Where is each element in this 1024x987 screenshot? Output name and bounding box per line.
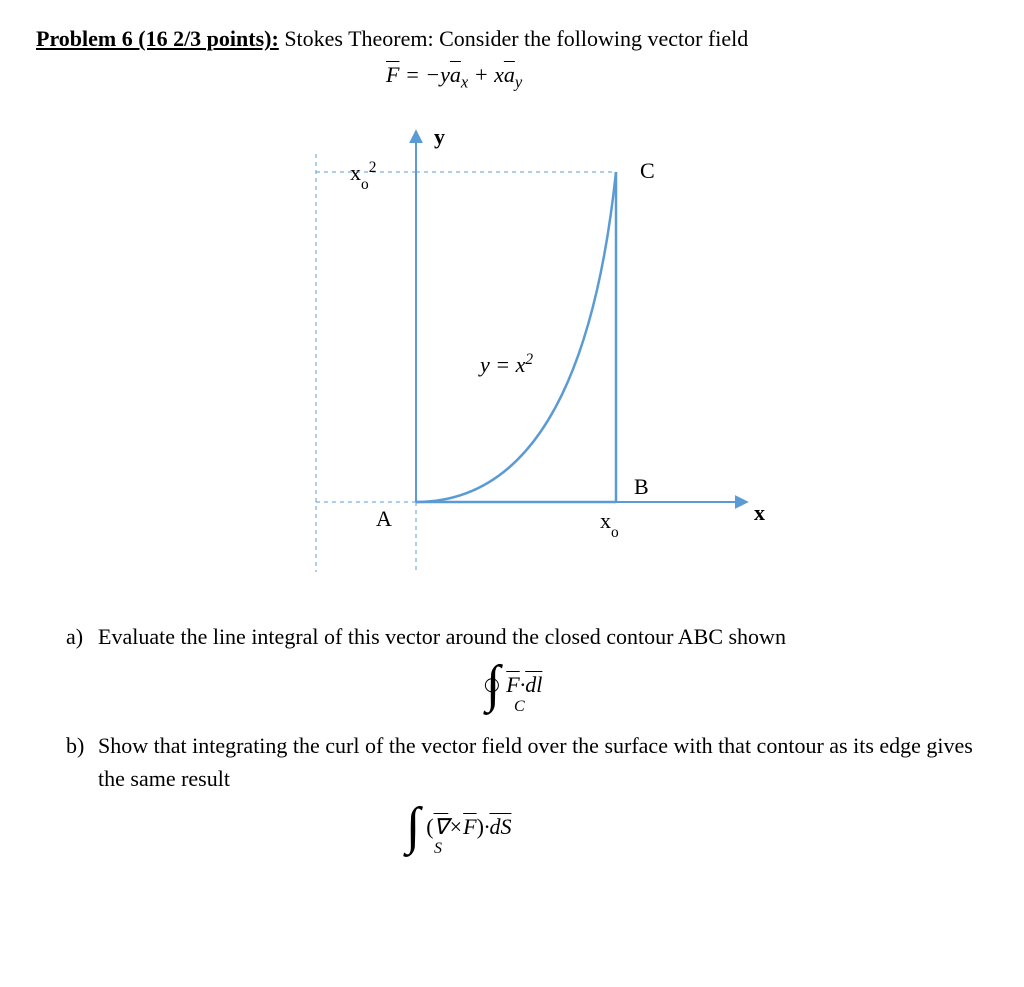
svg-text:C: C xyxy=(640,158,655,183)
svg-text:B: B xyxy=(634,474,649,499)
part-b-marker: b) xyxy=(36,729,98,795)
surface-integral-symbol: ∫ S xyxy=(406,801,420,853)
vector-field-rhs: = −yax + xay xyxy=(399,62,522,87)
part-a-marker: a) xyxy=(36,620,98,653)
page-root: Problem 6 (16 2/3 points): Stokes Theore… xyxy=(0,0,1024,899)
svg-text:xo2: xo2 xyxy=(350,159,376,193)
part-b: b) Show that integrating the curl of the… xyxy=(36,729,988,795)
surface-integral-integrand: (∇ × F) · dS xyxy=(426,814,511,840)
closed-integral-symbol: ∫ C xyxy=(486,659,500,711)
line-integral-expr: ∫ C F · dl xyxy=(36,659,988,711)
svg-text:y: y xyxy=(434,124,445,149)
vector-field-lhs: F xyxy=(386,62,399,87)
part-b-text: Show that integrating the curl of the ve… xyxy=(98,729,988,795)
surface-integral-expr: ∫ S (∇ × F) · dS xyxy=(36,801,988,853)
svg-text:A: A xyxy=(376,506,392,531)
problem-label: Problem 6 (16 2/3 points): xyxy=(36,26,279,51)
svg-text:xo: xo xyxy=(600,508,619,541)
contour-figure: y x A B Cxo xo2 y = x2 xyxy=(256,102,816,602)
part-a-text: Evaluate the line integral of this vecto… xyxy=(98,620,988,653)
part-a: a) Evaluate the line integral of this ve… xyxy=(36,620,988,653)
closed-integral-sub: C xyxy=(514,699,525,715)
vector-field-equation: F = −yax + xay xyxy=(36,62,988,92)
problem-heading: Problem 6 (16 2/3 points): Stokes Theore… xyxy=(36,24,988,54)
svg-text:y = x2: y = x2 xyxy=(478,351,533,378)
figure-container: y x A B Cxo xo2 y = x2 xyxy=(36,102,988,602)
surface-integral-sub: S xyxy=(434,841,442,857)
problem-text: Stokes Theorem: Consider the following v… xyxy=(279,26,748,51)
line-integral-integrand: F · dl xyxy=(506,672,542,698)
svg-text:x: x xyxy=(754,500,765,525)
